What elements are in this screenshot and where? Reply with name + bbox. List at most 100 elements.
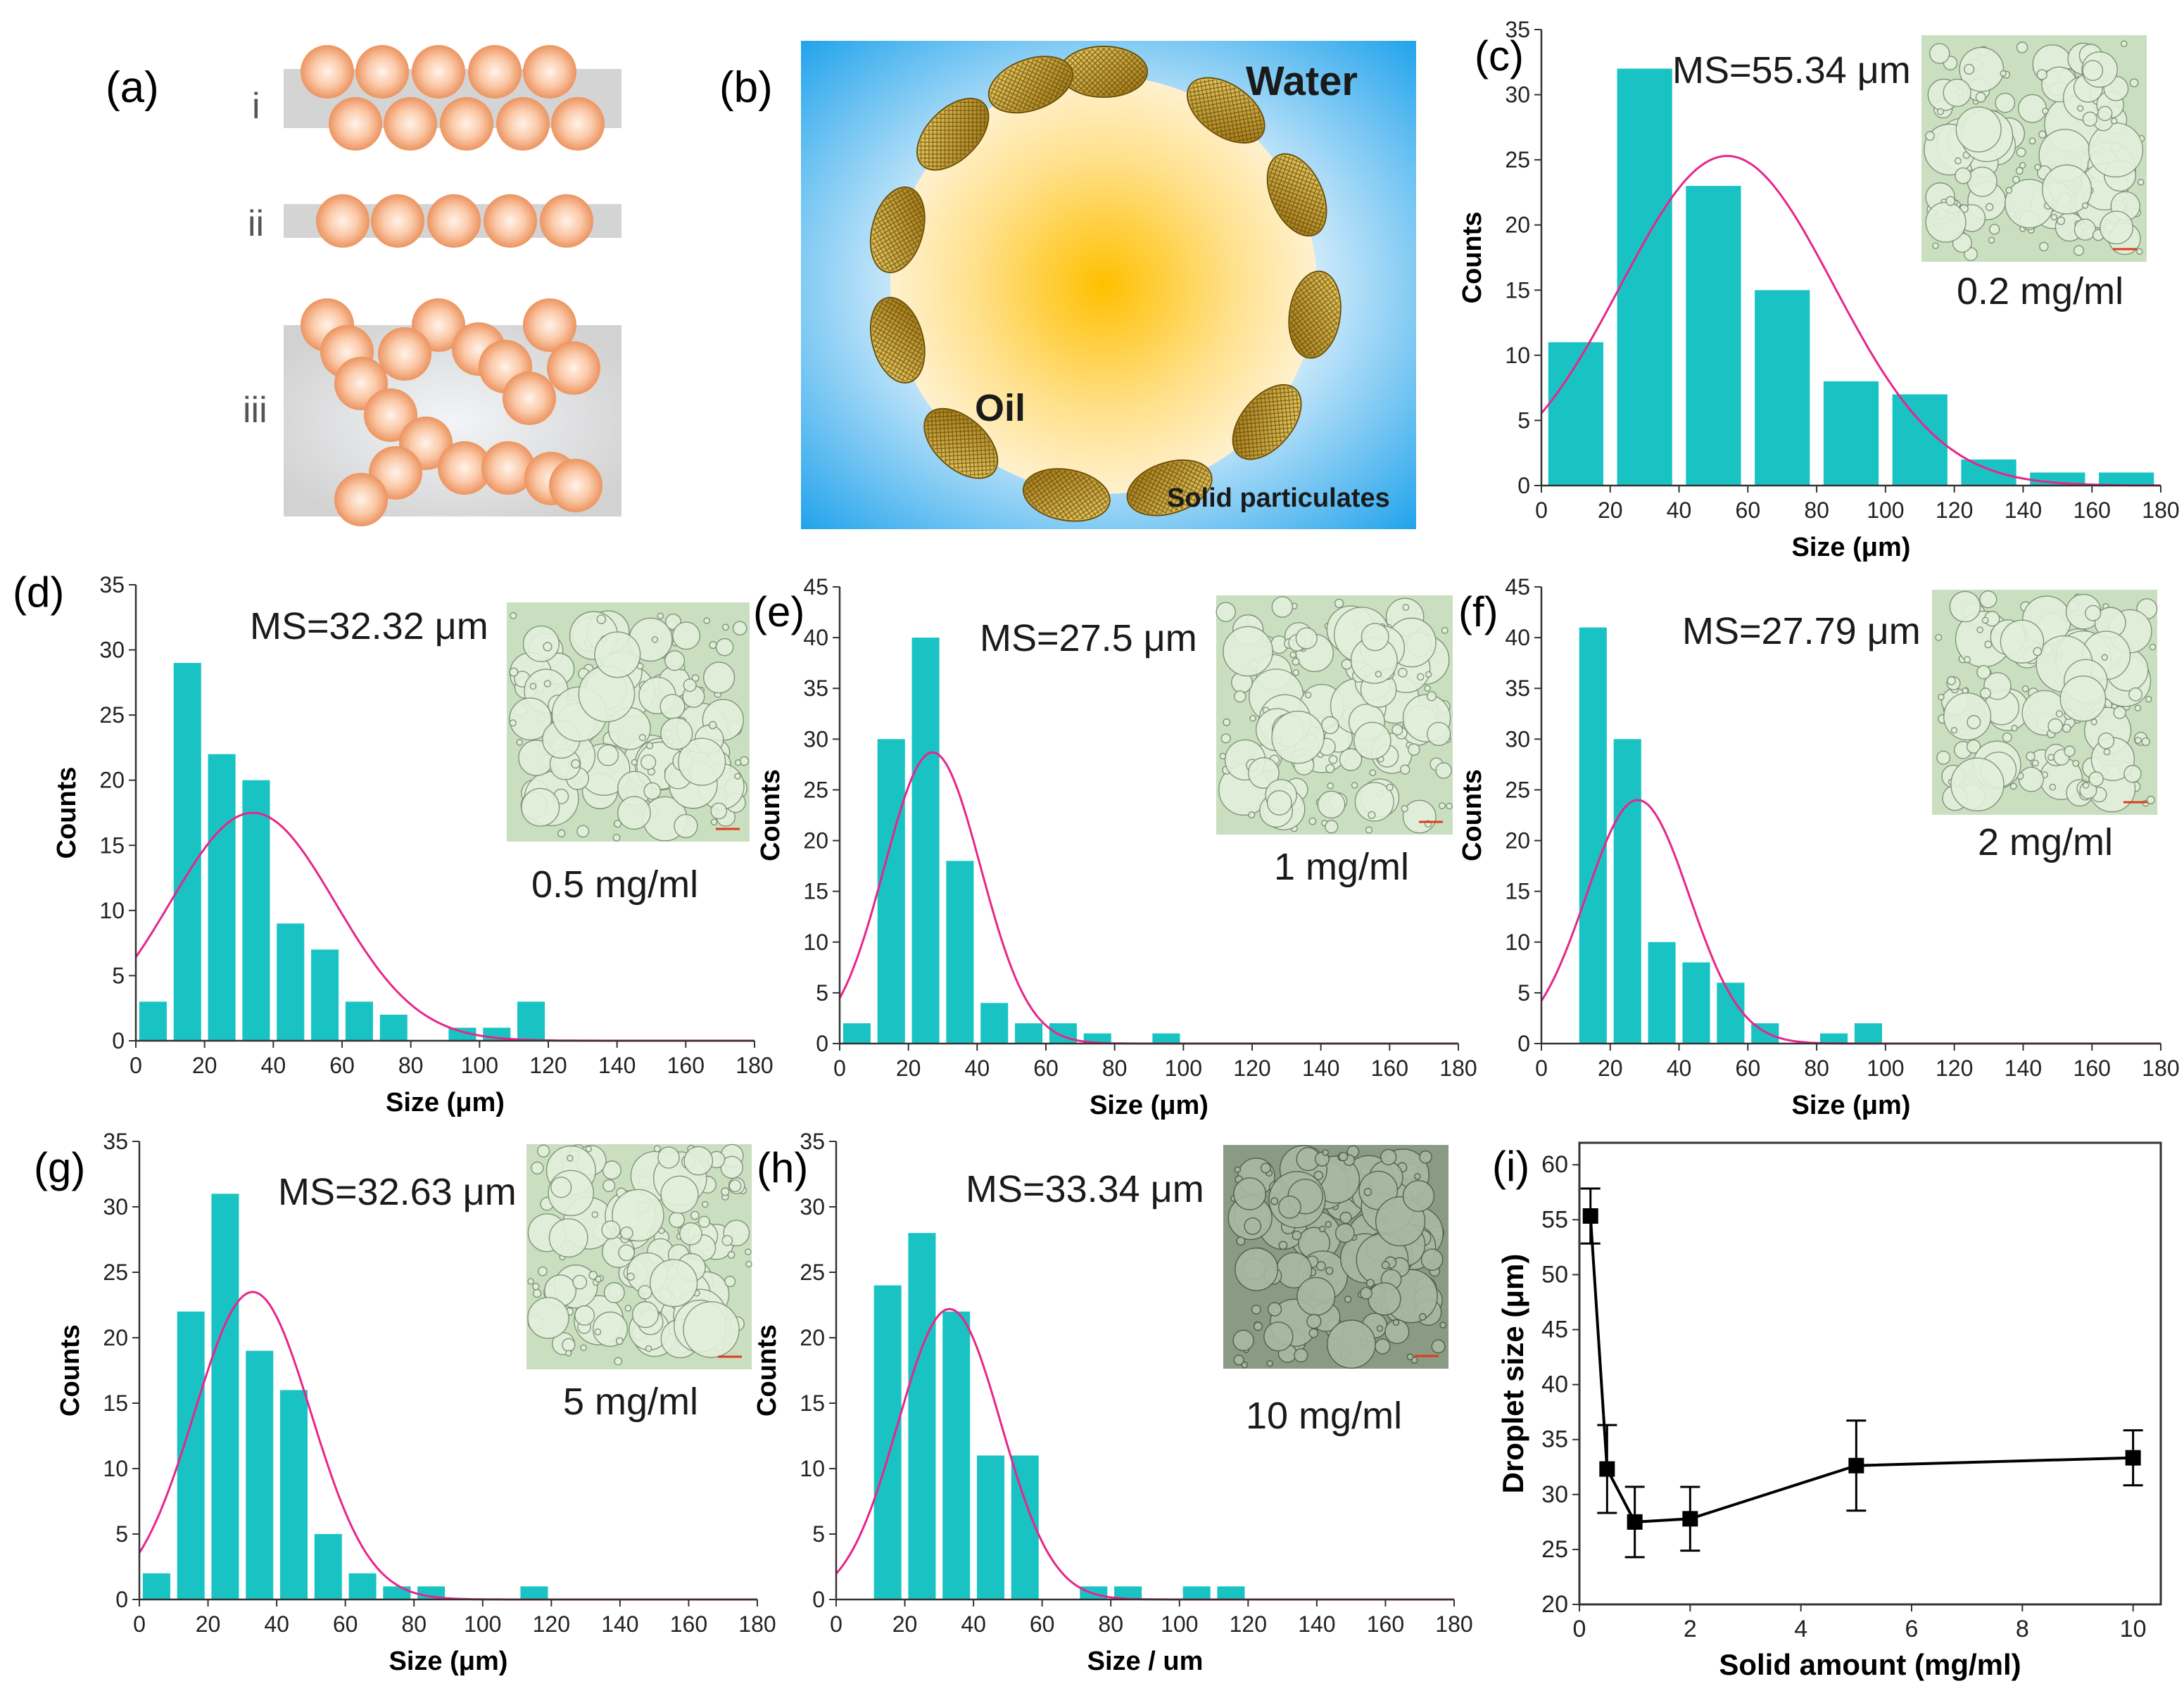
- x-axis-title: Solid amount (mg/ml): [1719, 1648, 2021, 1681]
- droplet: [690, 1210, 700, 1220]
- droplet: [1420, 1248, 1444, 1271]
- droplet: [1353, 721, 1391, 760]
- droplet: [2064, 745, 2076, 757]
- x-tick-label: 0: [1535, 1056, 1548, 1081]
- panel-label: (g): [34, 1144, 85, 1191]
- solid-particle-mesh: [1234, 386, 1300, 458]
- droplet: [2082, 111, 2098, 127]
- solid-particle: [1059, 46, 1148, 98]
- droplet: [1270, 1197, 1279, 1205]
- x-tick-label: 120: [1936, 1056, 1973, 1081]
- x-tick-label: 120: [1230, 1611, 1267, 1637]
- droplet: [1232, 1329, 1254, 1352]
- solid-particle-mesh: [1268, 155, 1325, 235]
- bar: [1579, 627, 1607, 1044]
- oil-label: Oil: [975, 387, 1025, 429]
- droplet: [2012, 175, 2020, 184]
- x-tick-label: 40: [965, 1056, 990, 1081]
- droplet: [562, 1338, 576, 1352]
- droplet: [2036, 69, 2047, 80]
- droplet: [1435, 762, 1452, 779]
- droplet: [2137, 179, 2145, 186]
- droplet: [1419, 1150, 1432, 1164]
- droplet: [1980, 688, 1991, 699]
- x-tick-label: 120: [1233, 1056, 1270, 1081]
- y-axis-title: Counts: [56, 1324, 85, 1417]
- x-tick-label: 160: [667, 1053, 705, 1078]
- concentration-label: 10 mg/ml: [1246, 1395, 1402, 1437]
- droplet: [1325, 1267, 1334, 1275]
- droplet: [2002, 732, 2012, 742]
- y-tick-label: 50: [1541, 1261, 1568, 1288]
- droplet: [521, 787, 560, 827]
- droplet: [509, 667, 519, 677]
- bar: [946, 861, 974, 1044]
- bar: [383, 1586, 411, 1599]
- droplet: [678, 737, 726, 786]
- droplet: [2042, 164, 2093, 215]
- droplet: [734, 773, 741, 780]
- droplet: [2042, 107, 2049, 115]
- x-axis-title: Size / um: [1087, 1647, 1204, 1676]
- y-tick-label: 40: [1541, 1371, 1568, 1398]
- droplet: [626, 1272, 635, 1281]
- droplet: [2100, 210, 2133, 245]
- droplet: [645, 742, 654, 749]
- droplet: [1306, 1314, 1322, 1329]
- particle: [438, 441, 491, 495]
- droplet: [2062, 723, 2071, 733]
- droplet: [2016, 42, 2028, 53]
- droplet: [572, 1274, 588, 1290]
- droplet: [1963, 656, 1971, 664]
- droplet: [727, 1250, 736, 1259]
- mean-size-annotation: MS=32.63 μm: [278, 1171, 517, 1213]
- droplet: [1398, 667, 1408, 678]
- droplet: [1431, 1339, 1446, 1354]
- solid-particle: [1023, 468, 1111, 522]
- droplet: [724, 1276, 736, 1288]
- droplet: [653, 1145, 661, 1153]
- droplet: [1439, 802, 1446, 809]
- droplet: [1935, 633, 1943, 641]
- chart-panel-e: (e)MS=27.5 μm1 mg/ml0 20 40 60 80 100 120 140 16…: [753, 574, 1477, 1120]
- panel-label: (d): [13, 569, 64, 616]
- bar: [277, 923, 305, 1041]
- droplet: [2017, 94, 2047, 123]
- droplet: [734, 759, 742, 766]
- droplet: [510, 612, 517, 619]
- y-tick-label: 5: [115, 1521, 128, 1547]
- particle: [334, 473, 388, 526]
- droplet: [1943, 78, 1971, 108]
- droplet: [538, 1266, 548, 1276]
- droplet: [1308, 817, 1317, 825]
- droplet: [1328, 755, 1338, 764]
- droplet: [1985, 203, 1994, 211]
- droplet: [1251, 1305, 1261, 1314]
- y-tick-label: 15: [800, 1390, 825, 1416]
- droplet: [1322, 1149, 1329, 1156]
- droplet: [728, 1179, 742, 1193]
- droplet: [1292, 669, 1299, 676]
- x-axis-title: Size (μm): [1090, 1091, 1208, 1120]
- bar: [1617, 68, 1672, 486]
- bar: [1823, 381, 1879, 486]
- bar: [314, 1534, 342, 1599]
- bar: [1049, 1023, 1077, 1044]
- x-tick-label: 0: [830, 1611, 842, 1637]
- droplet: [2082, 60, 2104, 82]
- droplet: [1988, 236, 1995, 244]
- y-tick-label: 25: [800, 1260, 825, 1285]
- bar: [1686, 186, 1741, 486]
- droplet: [1955, 167, 1971, 184]
- droplet: [1979, 590, 1997, 609]
- droplet: [1368, 1282, 1401, 1316]
- droplet: [613, 819, 622, 828]
- y-tick-label: 35: [800, 1129, 825, 1154]
- particle: [496, 97, 550, 151]
- bar: [139, 1001, 167, 1041]
- droplet: [631, 1301, 659, 1329]
- bar: [1114, 1586, 1142, 1599]
- y-tick-label: 45: [1541, 1317, 1568, 1343]
- y-tick-label: 10: [1505, 930, 1530, 955]
- droplet: [595, 1276, 602, 1283]
